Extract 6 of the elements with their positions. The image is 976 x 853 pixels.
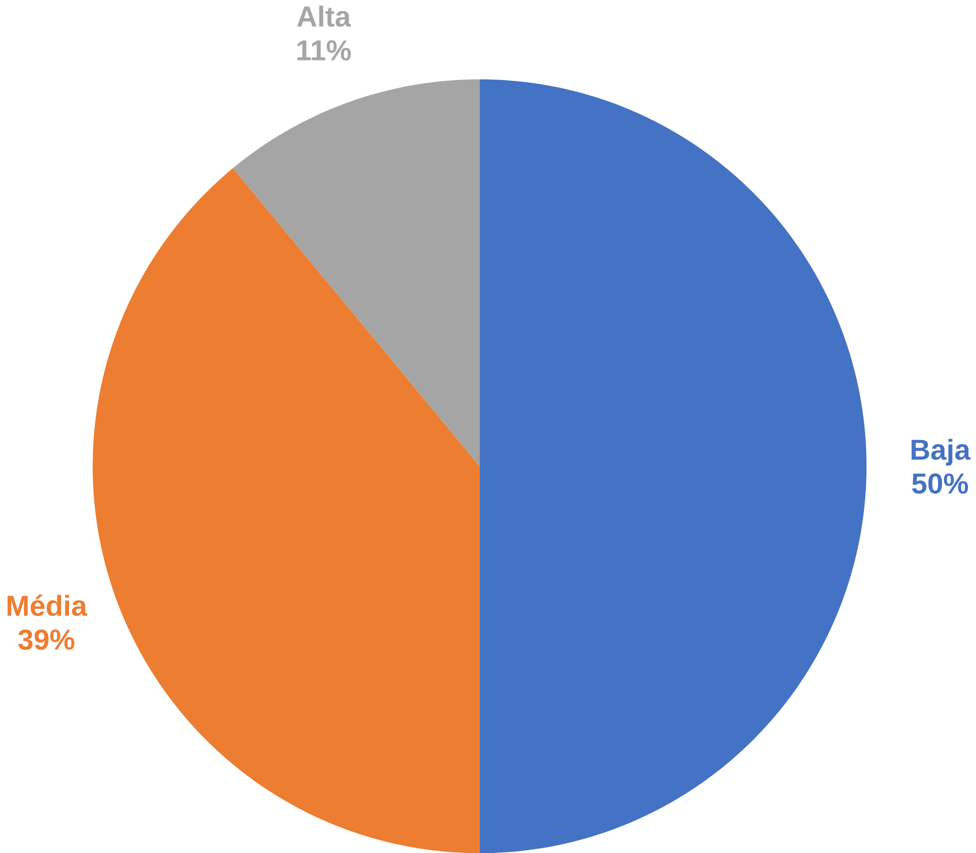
data-label: 11%	[297, 40, 351, 60]
data-label: 39%	[18, 629, 74, 650]
slice-label: Alta	[297, 6, 351, 27]
slice-label: Baja	[912, 438, 971, 466]
data-label: 50%	[912, 473, 968, 494]
slice-label: Média	[8, 594, 88, 616]
